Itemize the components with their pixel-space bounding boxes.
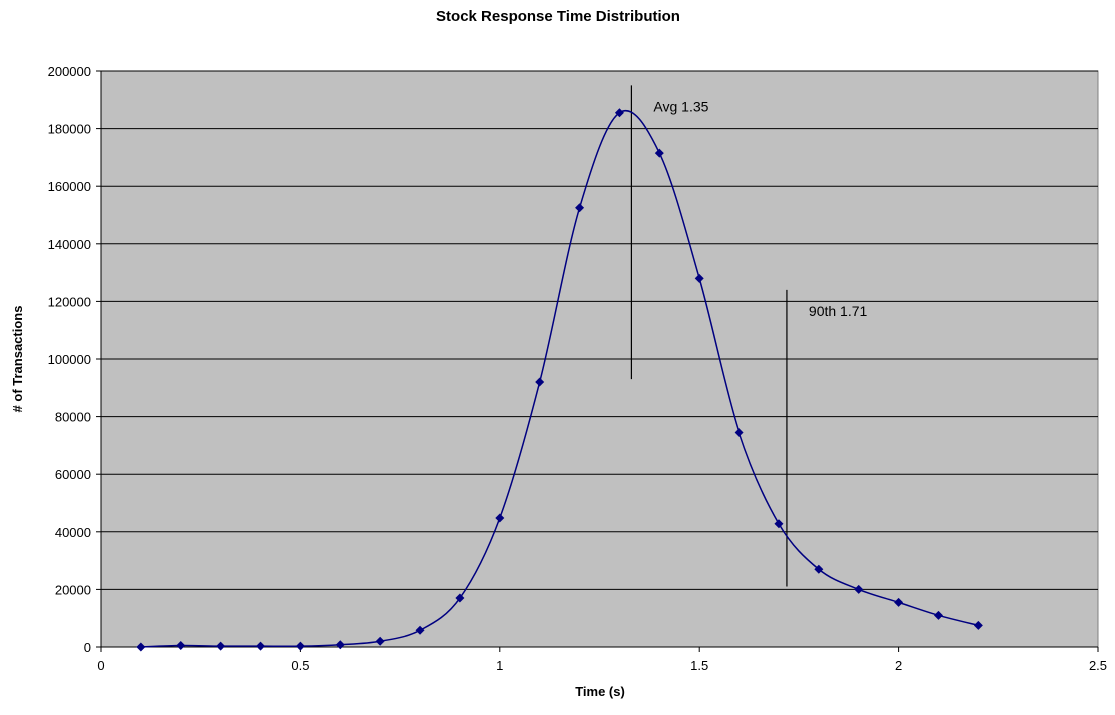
data-point xyxy=(694,273,704,283)
y-tick-label: 100000 xyxy=(48,352,91,367)
y-tick-label: 0 xyxy=(84,640,91,655)
data-point xyxy=(136,642,146,652)
data-point xyxy=(176,641,186,651)
series-layer xyxy=(136,108,983,652)
data-point xyxy=(894,597,904,607)
y-tick-label: 60000 xyxy=(55,467,91,482)
y-tick-label: 200000 xyxy=(48,64,91,79)
data-point xyxy=(415,625,425,635)
data-point xyxy=(535,377,545,387)
y-tick-label: 120000 xyxy=(48,294,91,309)
data-point xyxy=(774,519,784,529)
y-axis-label: # of Transactions xyxy=(10,306,25,413)
annotation-label: Avg 1.35 xyxy=(653,98,708,114)
data-point xyxy=(814,564,824,574)
x-tick-label: 1 xyxy=(496,658,503,673)
x-tick-label: 2 xyxy=(895,658,902,673)
data-point xyxy=(575,203,585,213)
data-point xyxy=(734,427,744,437)
x-tick-label: 0 xyxy=(97,658,104,673)
x-tick-label: 2.5 xyxy=(1089,658,1107,673)
y-tick-label: 140000 xyxy=(48,237,91,252)
data-point xyxy=(654,148,664,158)
annotation-label: 90th 1.71 xyxy=(809,303,868,319)
data-point xyxy=(295,641,305,651)
data-point xyxy=(854,584,864,594)
x-axis-label: Time (s) xyxy=(575,684,625,699)
data-point xyxy=(495,513,505,523)
data-point xyxy=(256,641,266,651)
data-point xyxy=(335,640,345,650)
y-tick-label: 80000 xyxy=(55,410,91,425)
axes: 0 20000 40000 60000 80000 100000 120000 140000 1… xyxy=(48,64,1107,673)
data-point xyxy=(455,593,465,603)
y-tick-label: 160000 xyxy=(48,179,91,194)
chart-title: Stock Response Time Distribution xyxy=(436,8,680,25)
data-point xyxy=(614,108,624,118)
annotation-layer: Avg 1.35 90th 1.71 xyxy=(630,85,868,587)
x-tick-label: 1.5 xyxy=(690,658,708,673)
x-tick-label: 0.5 xyxy=(291,658,309,673)
y-tick-label: 20000 xyxy=(55,582,91,597)
data-point xyxy=(375,636,385,646)
y-tick-label: 180000 xyxy=(48,122,91,137)
data-point xyxy=(973,620,983,630)
data-point xyxy=(933,610,943,620)
data-point xyxy=(216,641,226,651)
gridlines xyxy=(101,70,1098,590)
y-tick-label: 40000 xyxy=(55,525,91,540)
